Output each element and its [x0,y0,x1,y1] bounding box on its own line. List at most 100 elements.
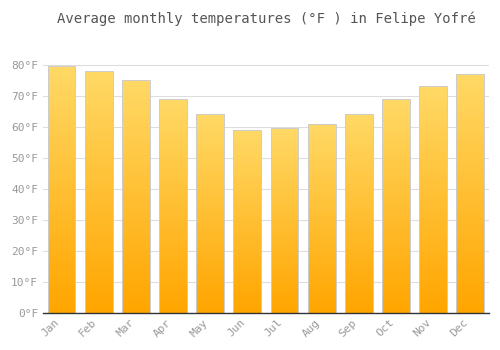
Bar [85,293,112,296]
Bar [196,235,224,237]
Bar [196,253,224,255]
Bar [419,100,447,102]
Bar [382,154,410,156]
Bar [382,169,410,172]
Bar [48,276,76,278]
Bar [234,175,262,177]
Bar [196,158,224,160]
Bar [196,259,224,261]
Bar [122,169,150,171]
Bar [270,231,298,233]
Bar [234,139,262,141]
Bar [196,205,224,208]
Bar [48,298,76,300]
Bar [234,261,262,263]
Bar [345,309,373,311]
Bar [234,272,262,274]
Bar [234,185,262,187]
Bar [234,205,262,206]
Bar [419,256,447,258]
Bar [382,300,410,302]
Bar [48,170,76,172]
Bar [159,270,187,272]
Bar [345,192,373,194]
Bar [382,174,410,176]
Bar [48,207,76,209]
Bar [382,114,410,116]
Bar [85,298,112,301]
Bar [196,160,224,162]
Bar [85,114,112,117]
Bar [85,146,112,148]
Bar [270,171,298,173]
Bar [456,184,484,186]
Bar [234,303,262,305]
Bar [419,240,447,243]
Bar [122,106,150,108]
Bar [122,199,150,201]
Bar [159,163,187,165]
Bar [196,219,224,222]
Bar [122,115,150,117]
Bar [234,159,262,161]
Bar [122,141,150,143]
Bar [122,136,150,138]
Bar [382,229,410,231]
Bar [270,202,298,204]
Bar [122,166,150,169]
Bar [85,78,112,80]
Bar [308,246,336,248]
Bar [419,243,447,245]
Bar [308,280,336,282]
Bar [419,154,447,156]
Bar [234,161,262,163]
Bar [270,241,298,243]
Bar [419,96,447,98]
Bar [196,216,224,217]
Bar [159,141,187,144]
Bar [159,182,187,184]
Bar [234,260,262,261]
Bar [234,174,262,175]
Bar [234,179,262,181]
Bar [456,169,484,172]
Bar [234,194,262,196]
Bar [308,146,336,148]
Bar [48,273,76,276]
Bar [85,226,112,228]
Bar [234,141,262,142]
Bar [345,245,373,247]
Bar [122,227,150,229]
Bar [270,135,298,138]
Bar [196,116,224,118]
Bar [382,212,410,214]
Bar [48,153,76,155]
Bar [159,214,187,216]
Bar [159,229,187,231]
Bar [196,245,224,247]
Bar [345,136,373,138]
Bar [122,110,150,113]
Bar [308,129,336,131]
Bar [382,236,410,238]
Bar [270,195,298,196]
Bar [270,294,298,296]
Bar [382,137,410,139]
Bar [48,118,76,120]
Bar [345,114,373,313]
Bar [122,245,150,247]
Bar [196,194,224,196]
Bar [85,85,112,88]
Bar [85,122,112,124]
Bar [419,292,447,295]
Bar [48,202,76,204]
Bar [419,286,447,288]
Bar [122,90,150,92]
Bar [196,156,224,158]
Bar [308,267,336,269]
Bar [345,281,373,283]
Bar [308,252,336,254]
Bar [85,194,112,197]
Bar [456,98,484,100]
Bar [456,119,484,122]
